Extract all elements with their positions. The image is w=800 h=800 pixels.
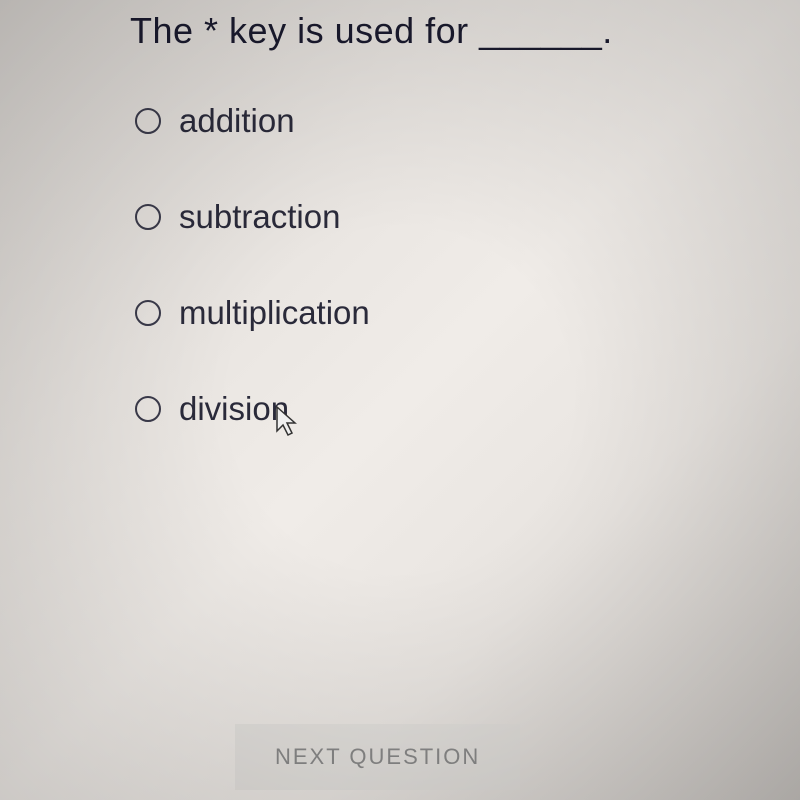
option-multiplication[interactable]: multiplication	[135, 294, 800, 332]
radio-icon	[135, 108, 161, 134]
option-division[interactable]: division	[135, 390, 800, 428]
option-label: subtraction	[179, 198, 340, 236]
question-text: The * key is used for ______.	[130, 10, 800, 52]
radio-icon	[135, 204, 161, 230]
options-group: addition subtraction multiplication divi…	[135, 102, 800, 428]
radio-icon	[135, 396, 161, 422]
option-addition[interactable]: addition	[135, 102, 800, 140]
option-subtraction[interactable]: subtraction	[135, 198, 800, 236]
radio-icon	[135, 300, 161, 326]
next-question-button[interactable]: NEXT QUESTION	[235, 724, 520, 790]
option-label: multiplication	[179, 294, 370, 332]
option-label: addition	[179, 102, 295, 140]
option-label: division	[179, 390, 289, 428]
